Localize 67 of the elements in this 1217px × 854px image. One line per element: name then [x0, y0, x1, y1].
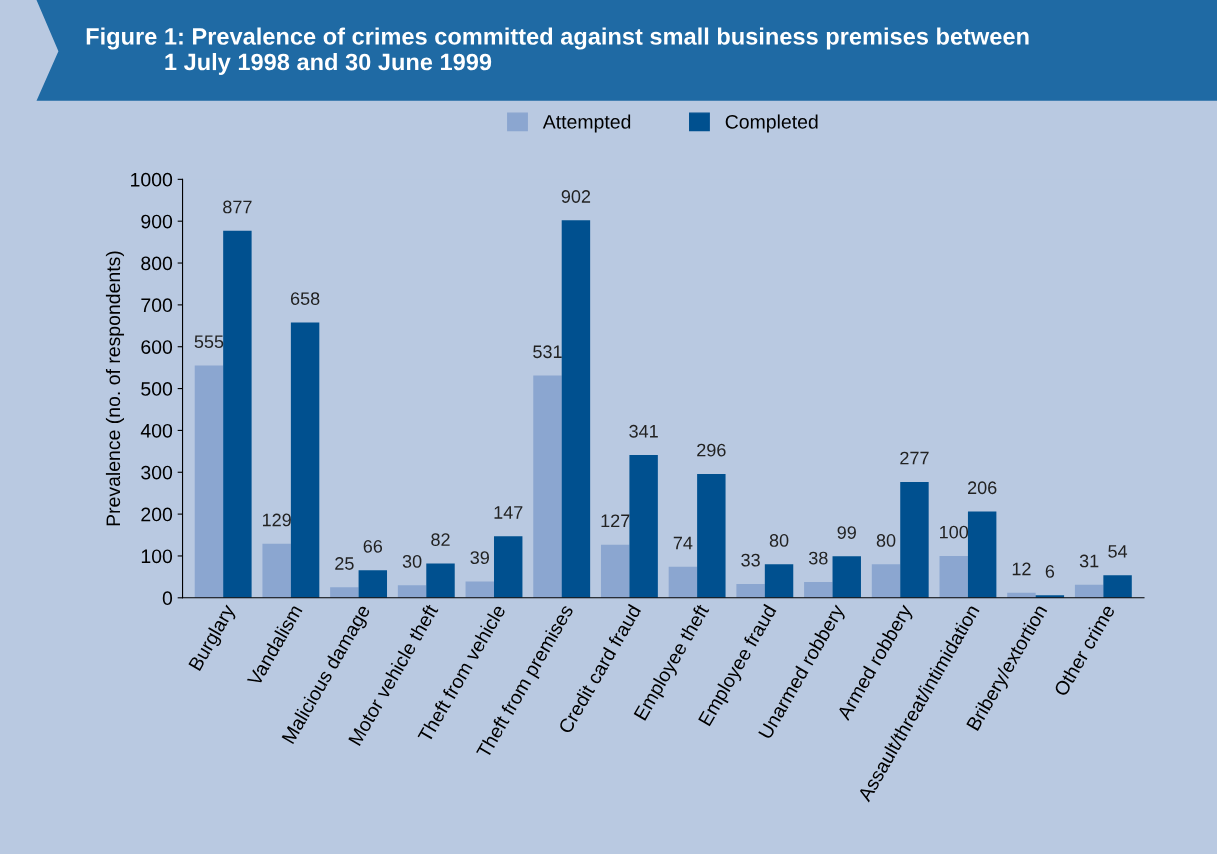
- data-label: 531: [533, 345, 562, 359]
- bar: [465, 581, 494, 598]
- data-label: 31: [1079, 554, 1099, 568]
- bar: [533, 375, 562, 598]
- data-label: 206: [968, 481, 997, 495]
- y-tick-label: 300: [141, 465, 173, 480]
- data-label: 74: [673, 536, 693, 550]
- bar: [1103, 575, 1132, 598]
- y-tick-label: 500: [141, 382, 173, 396]
- data-label: 12: [1012, 562, 1031, 576]
- data-label: 80: [876, 534, 896, 547]
- bar: [397, 585, 427, 598]
- bar: [832, 556, 861, 598]
- bar: [561, 220, 591, 598]
- data-label: 877: [223, 200, 252, 214]
- data-label: 658: [290, 292, 320, 305]
- bar: [1074, 584, 1104, 598]
- data-label: 54: [1108, 545, 1128, 558]
- bar: [871, 564, 901, 598]
- data-label: 25: [335, 557, 354, 570]
- bar: [939, 555, 968, 598]
- legend-label: Attempted: [542, 114, 631, 133]
- data-label: 66: [363, 539, 383, 553]
- data-label: 147: [494, 506, 523, 519]
- data-label: 39: [470, 551, 489, 565]
- data-label: 80: [769, 534, 789, 547]
- data-label: 100: [940, 525, 969, 539]
- bar: [494, 536, 523, 598]
- data-label: 82: [431, 533, 450, 547]
- bar: [629, 455, 658, 598]
- bar: [764, 564, 794, 598]
- y-tick-label: 700: [141, 298, 173, 313]
- bar: [804, 581, 833, 598]
- y-tick-label: 600: [141, 340, 173, 354]
- bar: [358, 570, 388, 598]
- y-tick-label: 900: [141, 214, 173, 229]
- y-tick-label: 1000: [131, 172, 173, 187]
- bar: [697, 473, 726, 598]
- chart-title: Figure 1: Prevalence of crimes committed against small business premises between 1 July 1998 and 30 June 1999: [86, 27, 1029, 76]
- data-label: 902: [561, 190, 591, 203]
- data-label: 277: [900, 451, 929, 465]
- bar: [967, 511, 997, 598]
- y-tick-label: 400: [140, 423, 173, 438]
- bar: [900, 481, 929, 598]
- bar: [426, 563, 455, 598]
- data-label: 129: [262, 513, 291, 527]
- bar: [600, 544, 630, 598]
- data-label: 38: [808, 551, 828, 565]
- data-label: 296: [697, 443, 726, 457]
- y-axis-title: Prevalence (no. of respondents): [105, 251, 125, 526]
- bar: [194, 365, 224, 598]
- bar: [668, 566, 698, 598]
- data-label: 99: [837, 526, 856, 539]
- data-label: 30: [402, 555, 422, 568]
- y-tick-label: 100: [141, 549, 173, 564]
- legend-label: Completed: [725, 114, 818, 133]
- data-label: 6: [1045, 565, 1055, 578]
- bar: [330, 587, 359, 598]
- bar: [223, 230, 252, 598]
- bar: [262, 543, 291, 598]
- bar: [736, 583, 765, 598]
- y-tick-label: 0: [162, 591, 173, 606]
- data-label: 33: [741, 553, 760, 567]
- y-tick-label: 800: [141, 256, 173, 271]
- y-tick-label: 200: [141, 507, 173, 522]
- bar: [290, 322, 320, 598]
- data-label: 341: [629, 424, 658, 438]
